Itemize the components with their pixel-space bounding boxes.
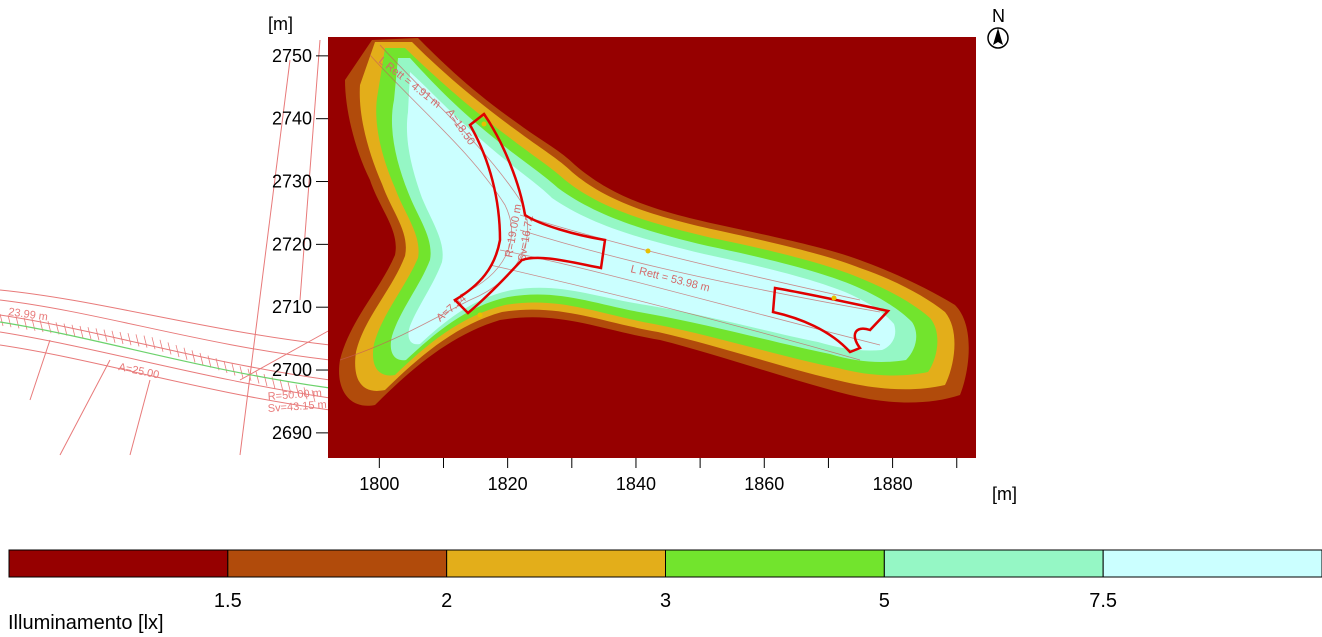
bg-label-1: 23.99 m	[8, 306, 49, 323]
legend-threshold-label: 2	[441, 590, 452, 612]
hatch-line	[87, 327, 92, 340]
hatch-line	[71, 324, 76, 337]
north-label: N	[992, 6, 1005, 26]
hatch-line	[103, 329, 108, 342]
luminaire-points	[477, 121, 837, 318]
contour-bands	[339, 38, 969, 406]
hatch-line	[191, 350, 196, 363]
background-hatching	[0, 313, 316, 403]
bg-label-4: Sv=43.15 m	[267, 399, 327, 415]
y-tick-label: 2730	[272, 172, 312, 192]
hatch-line	[279, 379, 284, 392]
hatch-line	[223, 360, 228, 374]
hatch-line	[127, 333, 132, 346]
heatmap-plot: L Rett = 4.91 m A=18.50 R=19.00 m Sv=16.…	[328, 37, 976, 458]
hatch-line	[15, 316, 20, 329]
hatch-line	[295, 384, 300, 397]
hatch-line	[79, 325, 84, 339]
legend-threshold-label: 3	[660, 590, 671, 612]
x-tick-label: 1820	[488, 474, 528, 494]
luminaire-point	[831, 295, 837, 301]
luminaire-point	[645, 248, 651, 254]
hatch-line	[119, 331, 124, 345]
background-road-drawing	[0, 39, 331, 456]
hatch-line	[135, 334, 140, 347]
x-axis-unit: [m]	[992, 484, 1017, 504]
legend-swatch	[227, 549, 448, 578]
legend-swatch	[446, 549, 666, 578]
background-green-line	[0, 321, 331, 389]
hatch-line	[183, 347, 188, 360]
hatch-line	[303, 387, 308, 400]
hatch-line	[263, 374, 268, 387]
hatch-line	[167, 342, 172, 355]
x-tick-label: 1880	[873, 474, 913, 494]
x-tick-label: 1860	[744, 474, 784, 494]
x-tick-label: 1840	[616, 474, 656, 494]
legend-swatch	[665, 549, 885, 578]
luminaire-point	[481, 121, 487, 127]
outline-right-arm	[771, 286, 891, 354]
y-axis-unit: [m]	[268, 14, 293, 34]
legend-swatch	[8, 549, 229, 578]
legend-swatch	[883, 549, 1104, 578]
legend-swatch	[1102, 549, 1322, 578]
hatch-line	[7, 315, 12, 328]
hatch-line	[143, 335, 148, 348]
hatch-line	[199, 352, 204, 366]
hatch-line	[111, 330, 116, 343]
hatch-line	[55, 322, 60, 335]
hatch-line	[231, 363, 236, 376]
y-tick-label: 2690	[272, 423, 312, 443]
hatch-line	[23, 317, 28, 330]
legend-threshold-label: 1.5	[214, 590, 242, 612]
hatch-line	[311, 389, 316, 403]
legend-threshold-label: 5	[879, 590, 890, 612]
bg-label-2: A=25.00	[117, 361, 160, 381]
hatch-line	[159, 339, 164, 352]
y-tick-label: 2720	[272, 234, 312, 254]
bg-label-3: R=50.00 m	[267, 387, 322, 403]
outline-left-arm	[452, 112, 607, 315]
area-outlines	[452, 112, 891, 354]
y-tick-label: 2750	[272, 46, 312, 66]
y-tick-label: 2710	[272, 297, 312, 317]
legend: 1.5 2 3 5 7.5	[8, 549, 1322, 612]
hatch-line	[151, 337, 156, 350]
hatch-line	[175, 344, 180, 358]
hatch-line	[207, 355, 212, 368]
hatch-line	[95, 328, 100, 341]
hatch-line	[255, 371, 260, 384]
hatch-line	[63, 323, 68, 336]
hatch-line	[287, 381, 292, 395]
hatch-line	[239, 366, 244, 379]
legend-title: Illuminamento [lx]	[8, 612, 164, 634]
north-arrow-icon: N	[987, 6, 1009, 49]
y-tick-label: 2700	[272, 360, 312, 380]
y-tick-label: 2740	[272, 109, 312, 129]
axes: 2690 2700 2710 2720 2730 2740 2750 1800 1820 1840…	[272, 46, 958, 494]
x-tick-label: 1800	[359, 474, 399, 494]
hatch-line	[0, 313, 4, 327]
luminaire-point	[477, 312, 483, 318]
legend-threshold-label: 7.5	[1089, 590, 1117, 612]
